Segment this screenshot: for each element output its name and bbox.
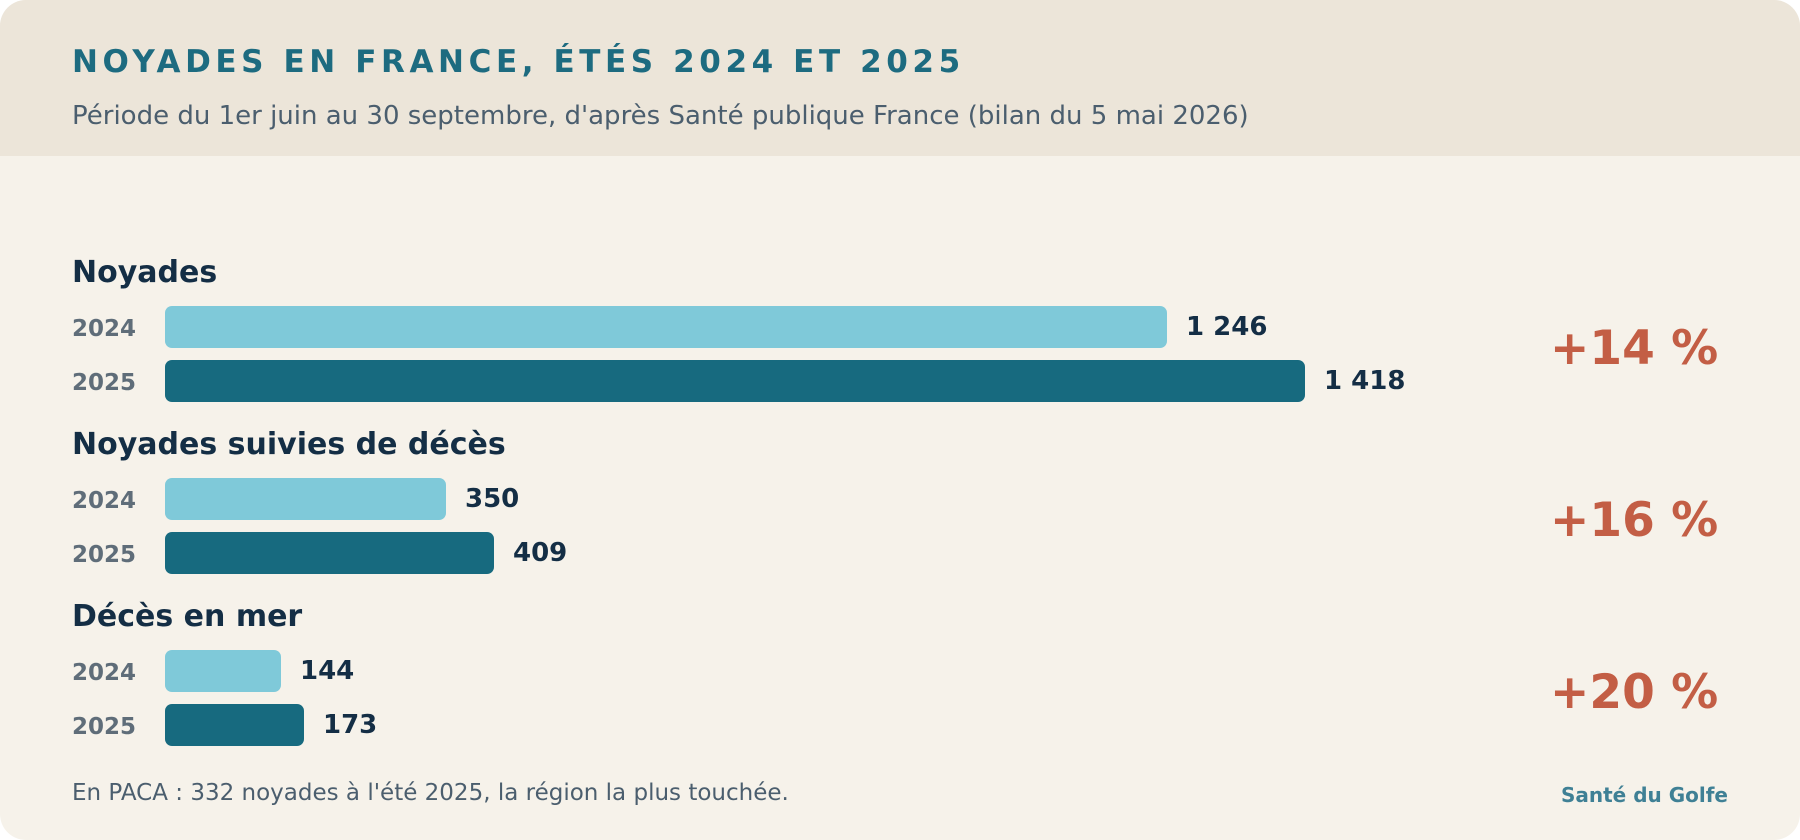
change-percent: +16 % [1550, 493, 1719, 548]
bar-2024 [165, 478, 446, 520]
bar-2025 [165, 360, 1305, 402]
year-label: 2025 [72, 714, 137, 740]
year-label: 2024 [72, 488, 137, 514]
bar-2024 [165, 306, 1167, 348]
brand-credit: Santé du Golfe [1560, 783, 1728, 807]
value-label: 144 [300, 656, 355, 686]
bar-2025 [165, 704, 304, 746]
value-label: 350 [465, 484, 520, 514]
change-percent: +20 % [1550, 665, 1719, 720]
group-title: Noyades suivies de décès [72, 427, 506, 462]
year-label: 2025 [72, 542, 137, 568]
year-label: 2024 [72, 316, 137, 342]
year-label: 2025 [72, 370, 137, 396]
value-label: 1 418 [1324, 366, 1406, 396]
chart-subtitle: Période du 1er juin au 30 septembre, d'a… [72, 101, 1249, 131]
group-title: Décès en mer [72, 599, 303, 634]
value-label: 1 246 [1186, 312, 1268, 342]
change-percent: +14 % [1550, 321, 1719, 376]
year-label: 2024 [72, 660, 137, 686]
value-label: 173 [323, 710, 378, 740]
group-title: Noyades [72, 255, 218, 290]
footer-note: En PACA : 332 noyades à l'été 2025, la r… [72, 780, 789, 806]
value-label: 409 [513, 538, 568, 568]
bar-2024 [165, 650, 281, 692]
bar-2025 [165, 532, 494, 574]
chart-title: NOYADES EN FRANCE, ÉTÉS 2024 ET 2025 [72, 44, 965, 80]
header-band [0, 0, 1800, 156]
